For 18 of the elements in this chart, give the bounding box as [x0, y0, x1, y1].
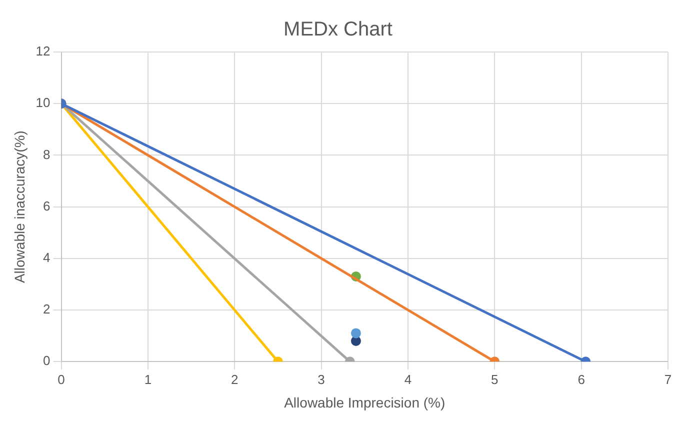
- x-tick-label: 4: [404, 372, 412, 387]
- x-tick-label: 1: [144, 372, 152, 387]
- y-axis-title: Allowable inaccuracy(%): [11, 130, 28, 284]
- x-tick-label: 5: [491, 372, 498, 387]
- y-tick-label: 10: [36, 95, 50, 110]
- y-tick-label: 4: [43, 250, 50, 265]
- y-tick-label: 8: [43, 146, 50, 162]
- x-tick-label: 0: [58, 372, 65, 387]
- y-tick-label: 2: [43, 302, 50, 317]
- y-tick-label: 6: [43, 198, 50, 214]
- x-tick-label: 7: [664, 372, 672, 387]
- y-tick-label: 0: [43, 353, 50, 368]
- x-axis-title: Allowable Imprecision (%): [284, 394, 446, 410]
- chart-title: MEDx Chart: [284, 18, 393, 41]
- x-tick-label: 3: [318, 372, 325, 387]
- x-tick-label: 6: [578, 372, 585, 387]
- y-tick-label: 12: [36, 44, 50, 59]
- x-tick-label: 2: [230, 372, 238, 387]
